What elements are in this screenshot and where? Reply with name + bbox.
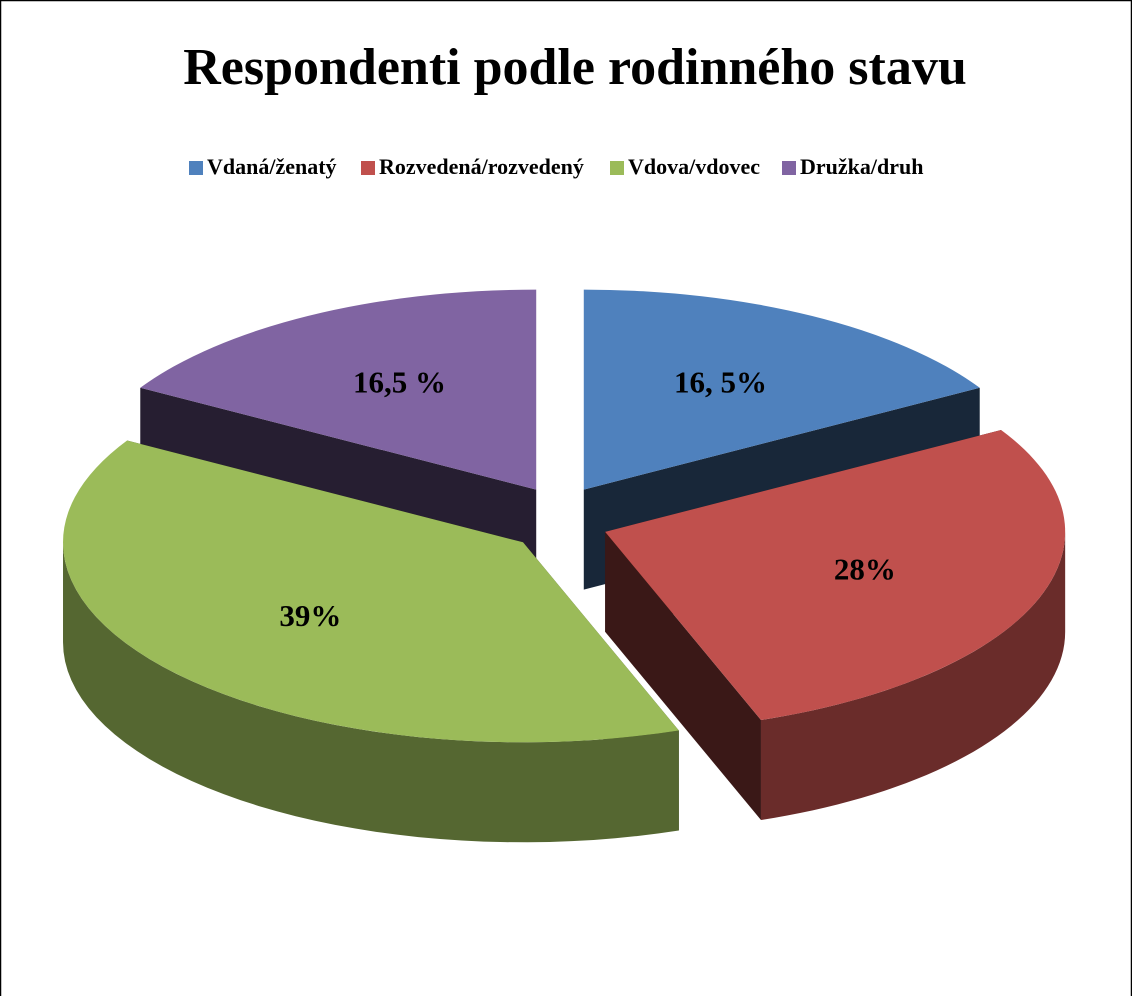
pie: 16, 5% 16,5 % 28% 39% <box>63 289 1066 843</box>
slice-top <box>140 289 537 490</box>
slice-outer-wall <box>63 542 679 843</box>
pie-slice: 28% <box>605 430 1066 821</box>
legend-swatch <box>610 161 624 175</box>
legend-swatch <box>361 161 375 175</box>
legend-label: Rozvedená/rozvedený <box>379 154 584 179</box>
legend: Vdaná/ženatý Rozvedená/rozvedený Vdova/vdo… <box>189 154 923 179</box>
legend-swatch <box>189 161 203 175</box>
slice-top <box>63 440 679 743</box>
legend-swatch <box>782 161 796 175</box>
data-label: 16, 5% <box>674 364 767 399</box>
legend-label: Vdaná/ženatý <box>207 154 337 179</box>
pie-slice: 39% <box>63 440 679 843</box>
data-label: 39% <box>279 598 341 633</box>
slice-top <box>583 289 980 490</box>
chart-title: Respondenti podle rodinného stavu <box>183 39 967 96</box>
data-label: 16,5 % <box>353 364 446 399</box>
legend-label: Vdova/vdovec <box>628 154 760 179</box>
slice-side-wall <box>605 531 761 821</box>
legend-label: Družka/druh <box>800 154 923 179</box>
data-label: 28% <box>834 552 896 587</box>
slice-outer-wall <box>760 531 1066 821</box>
slice-top <box>605 430 1066 721</box>
